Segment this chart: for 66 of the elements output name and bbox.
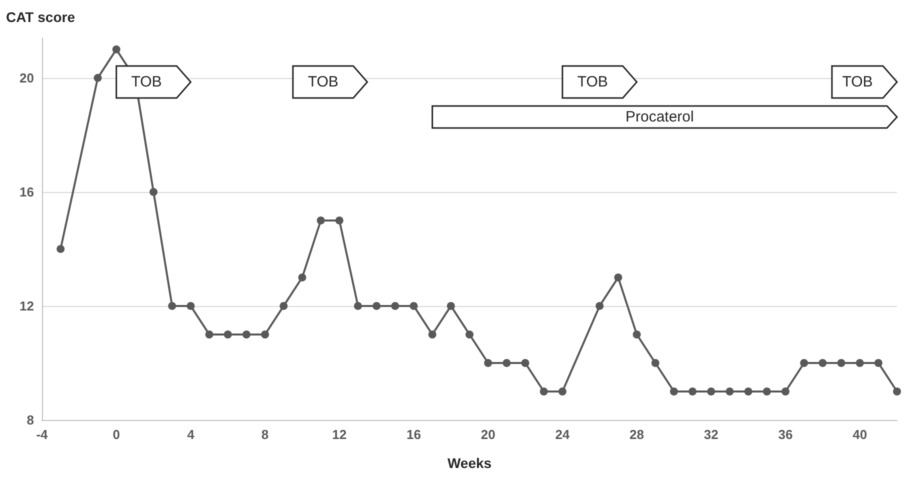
y-tick-label: 12 — [20, 298, 34, 314]
point — [874, 358, 882, 367]
point — [707, 387, 716, 396]
point — [466, 330, 474, 338]
x-tick-label: 0 — [112, 427, 120, 442]
point — [540, 387, 548, 396]
point — [762, 387, 771, 396]
band-label: TOB — [308, 74, 338, 90]
point — [56, 244, 65, 253]
point — [280, 302, 288, 310]
band-label: TOB — [577, 74, 608, 90]
band-label: TOB — [842, 74, 873, 90]
point — [391, 302, 400, 310]
y-tick-label: 20 — [20, 70, 34, 86]
x-tick-label: 12 — [332, 427, 347, 442]
point — [781, 387, 790, 396]
point — [670, 387, 678, 396]
point — [893, 387, 901, 396]
point — [651, 358, 660, 367]
point — [800, 358, 808, 367]
x-tick-label: 40 — [852, 427, 868, 442]
x-tick-label: 36 — [778, 427, 793, 442]
y-tick-label: 16 — [20, 184, 34, 200]
x-tick-label: 28 — [630, 427, 644, 442]
y-axis-title: CAT score — [6, 9, 76, 25]
point — [112, 45, 120, 54]
band-label: Procaterol — [625, 108, 694, 126]
point — [428, 330, 436, 338]
point — [316, 216, 325, 224]
point — [335, 216, 344, 224]
point — [632, 330, 641, 338]
point — [726, 387, 734, 396]
y-tick-label: 8 — [26, 412, 34, 428]
point — [856, 358, 864, 367]
x-tick-label: 16 — [406, 427, 421, 442]
x-tick-label: 20 — [480, 427, 496, 442]
point — [484, 358, 492, 367]
point — [372, 302, 381, 310]
point — [596, 302, 604, 310]
point — [410, 302, 418, 310]
point — [502, 358, 511, 367]
x-tick-label: 32 — [704, 427, 718, 442]
point — [150, 188, 158, 196]
point — [205, 330, 214, 338]
point — [818, 358, 827, 367]
point — [688, 387, 697, 396]
point — [261, 330, 270, 338]
point — [744, 387, 752, 396]
point — [186, 302, 195, 310]
point — [168, 302, 176, 310]
point — [298, 273, 306, 282]
point — [837, 358, 846, 367]
point — [446, 302, 455, 310]
x-tick-label: 4 — [187, 427, 196, 442]
point — [354, 302, 362, 310]
x-tick-label: 8 — [261, 427, 269, 442]
point — [521, 358, 530, 367]
point — [224, 330, 232, 338]
x-tick-label: -4 — [36, 427, 49, 442]
point — [94, 74, 102, 82]
x-tick-label: 24 — [555, 427, 570, 442]
band-label: TOB — [131, 74, 162, 90]
point — [242, 330, 250, 338]
point — [558, 387, 566, 396]
x-axis-title: Weeks — [447, 455, 492, 471]
point — [614, 273, 622, 282]
